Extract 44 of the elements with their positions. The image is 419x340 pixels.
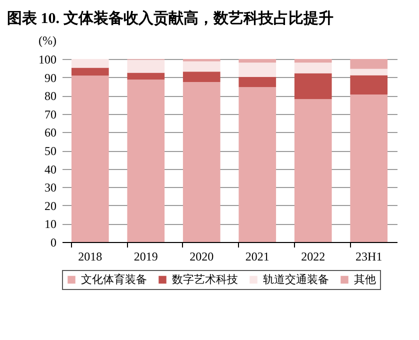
legend-label: 其他 [354, 272, 376, 286]
bar [238, 59, 276, 63]
bar [294, 99, 332, 242]
bar [350, 59, 388, 69]
y-tick-label: 100 [38, 52, 56, 66]
y-tick-label: 10 [44, 217, 56, 232]
bar [350, 68, 388, 76]
bar [127, 80, 165, 242]
bar [238, 87, 276, 242]
bar [182, 61, 220, 72]
bar [238, 76, 276, 88]
bar [294, 59, 332, 63]
y-tick-label: 40 [44, 162, 56, 176]
bar [238, 62, 276, 77]
y-tick-label: 50 [44, 144, 56, 158]
bar [71, 76, 109, 242]
bar [182, 72, 220, 82]
y-tick-label: 30 [44, 180, 56, 195]
x-tick-label: 2020 [190, 250, 214, 264]
x-tick-label: 2022 [301, 250, 326, 264]
bar [350, 75, 388, 94]
y-axis-title: (%) [38, 34, 56, 48]
y-tick-label: 60 [44, 126, 56, 140]
x-tick-label: 2019 [134, 250, 158, 264]
y-tick-label: 90 [44, 70, 56, 85]
bar [71, 59, 109, 68]
bar [182, 82, 220, 242]
x-tick-label: 23H1 [356, 250, 382, 264]
bar [350, 94, 388, 242]
bar [71, 68, 109, 76]
bar [294, 73, 332, 100]
y-tick-label: 20 [44, 198, 56, 213]
bar [127, 60, 165, 73]
chart-title: 图表 10. 文体装备收入贡献高，数艺科技占比提升 [7, 9, 334, 27]
bar [127, 72, 165, 80]
x-tick-label: 2021 [245, 250, 270, 264]
legend-label: 数字艺术科技 [172, 272, 238, 286]
y-tick-label: 0 [50, 236, 56, 250]
bar [294, 62, 332, 74]
y-tick-label: 80 [44, 89, 56, 104]
y-tick-label: 70 [44, 107, 56, 122]
legend-label: 文化体育装备 [81, 272, 147, 286]
legend-label: 轨道交通装备 [263, 272, 329, 286]
x-tick-label: 2018 [78, 250, 102, 264]
